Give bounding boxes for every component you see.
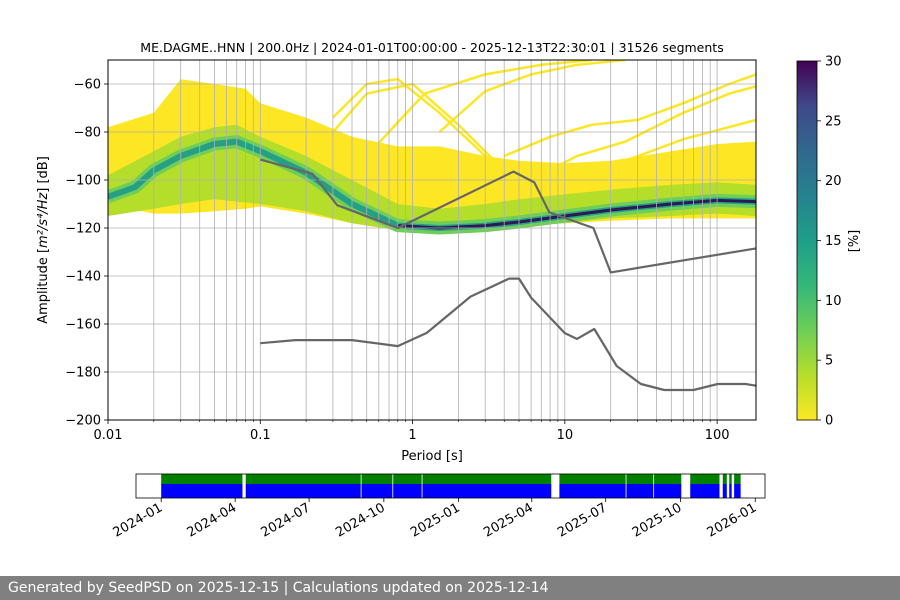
x-tick-label: 0.1 (250, 428, 271, 443)
timeline-tick-label: 2024-07 (259, 500, 314, 540)
y-tick-label: −80 (74, 126, 101, 141)
data-gap (681, 474, 691, 498)
data-gap (551, 474, 560, 498)
noise-model-curves (260, 158, 756, 392)
y-tick-label: −180 (65, 366, 101, 381)
timeline-tick-label: 2024-01 (111, 500, 166, 540)
colorbar-tick-label: 30 (825, 55, 842, 70)
data-gap (731, 474, 735, 498)
colorbar-tick-label: 25 (825, 114, 842, 129)
colorbar-tick-label: 20 (825, 174, 842, 189)
colorbar-ticks: 0 5 10 15 20 25 30 (817, 55, 842, 429)
colorbar-tick-label: 15 (825, 234, 842, 249)
y-axis-ticks: −60 −80 −100 −120 −140 −160 −180 −200 (65, 78, 108, 429)
timeline-tick-label: 2025-01 (408, 500, 463, 540)
colorbar-tick-label: 0 (825, 414, 833, 429)
x-tick-label: 1 (408, 428, 416, 443)
footer: Generated by SeedPSD on 2025-12-15 | Cal… (0, 576, 900, 600)
timeline-tick-label: 2025-04 (481, 500, 536, 540)
timeline-tick-label: 2024-10 (333, 500, 388, 540)
low-noise-model (260, 277, 756, 392)
plot-frame (107, 59, 757, 421)
data-gap (242, 474, 246, 498)
y-tick-label: −160 (65, 318, 101, 333)
x-tick-label: 0.01 (94, 428, 123, 443)
available-bar (161, 484, 741, 498)
chart-title: ME.DAGME..HNN | 200.0Hz | 2024-01-01T00:… (140, 40, 723, 55)
psd-figure: ME.DAGME..HNN | 200.0Hz | 2024-01-01T00:… (36, 40, 862, 541)
y-tick-label: −60 (74, 78, 101, 93)
high-noise-model (260, 158, 756, 274)
data-gap (726, 474, 730, 498)
timeline-frame (135, 473, 766, 499)
colorbar (796, 60, 818, 421)
y-tick-label: −140 (65, 270, 101, 285)
timeline-tick-label: 2024-04 (185, 500, 240, 540)
rare-trace-5 (530, 85, 756, 182)
processed-bar (161, 474, 741, 484)
y-tick-label: −200 (65, 414, 101, 429)
timeline-tick-label: 2025-10 (630, 500, 685, 540)
colorbar-label: [%] (847, 230, 862, 253)
x-axis-label: Period [s] (401, 449, 463, 464)
x-axis-ticks: 0.01 0.1 1 10 100 (94, 420, 730, 443)
x-tick-label: 10 (557, 428, 574, 443)
data-availability-timeline: 2024-01 2024-04 2024-07 2024-10 2025-01 2025-… (111, 473, 766, 541)
psd-heatmap (108, 60, 756, 235)
timeline-tick-label: 2026-01 (705, 500, 760, 540)
y-axis-label: Amplitude [m²/s⁴/Hz] [dB] (36, 156, 51, 324)
colorbar-tick-label: 10 (825, 294, 842, 309)
colorbar-tick-label: 5 (825, 354, 833, 369)
timeline-tick-label: 2025-07 (555, 500, 610, 540)
rare-trace-6 (564, 118, 756, 177)
y-tick-label: −120 (65, 222, 101, 237)
y-tick-label: −100 (65, 174, 101, 189)
data-gap (719, 474, 723, 498)
x-tick-label: 100 (705, 428, 730, 443)
